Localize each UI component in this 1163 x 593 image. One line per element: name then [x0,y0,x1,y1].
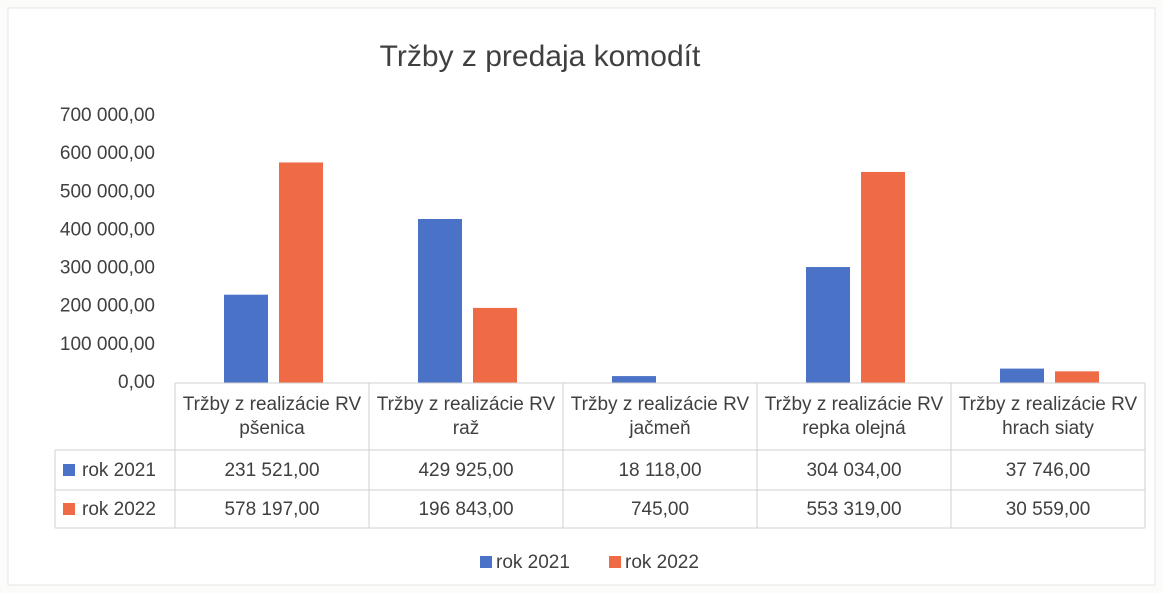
value-label: 553 319,00 [806,499,901,520]
chart-title: Tržby z predaja komodít [380,40,701,73]
y-tick-label: 200 000,00 [60,296,155,317]
row-header: rok 2021 [82,460,156,481]
category-label-box: Tržby z realizácie RV raž [376,393,556,439]
chart-area [7,7,1156,586]
category-label-box: Tržby z realizácie RV jačmeň [570,393,750,439]
value-label: 196 843,00 [418,499,513,520]
legend-key [63,464,75,476]
category-label-box: Tržby z realizácie RV pšenica [182,393,362,439]
category-label: Tržby z realizácie RV jačmeň [570,393,750,439]
y-tick-label: 400 000,00 [60,219,155,240]
bar [1055,371,1099,383]
bar [861,171,905,383]
legend-label: rok 2021 [496,552,570,573]
bar [473,307,517,383]
y-tick-label: 600 000,00 [60,143,155,164]
y-tick-label: 300 000,00 [60,258,155,279]
value-label: 304 034,00 [806,460,901,481]
bar [418,219,462,383]
category-label: Tržby z realizácie RV hrach siaty [958,393,1138,439]
bar [224,294,268,383]
value-label: 231 521,00 [224,460,319,481]
value-label: 745,00 [631,499,689,520]
value-label: 578 197,00 [224,499,319,520]
bar [612,376,656,383]
legend-key [609,556,621,568]
y-tick-label: 100 000,00 [60,334,155,355]
category-label-box: Tržby z realizácie RV repka olejná [764,393,944,439]
y-tick-label: 0,00 [118,372,155,393]
value-label: 37 746,00 [1006,460,1091,481]
legend-key [63,503,75,515]
category-label: Tržby z realizácie RV repka olejná [764,393,944,439]
value-label: 18 118,00 [618,460,701,481]
value-label: 30 559,00 [1006,499,1091,520]
bar [1000,368,1044,383]
category-label: Tržby z realizácie RV raž [376,393,556,439]
value-label: 429 925,00 [418,460,513,481]
category-label-box: Tržby z realizácie RV hrach siaty [958,393,1138,439]
legend-key [480,556,492,568]
bar [279,162,323,383]
category-label: Tržby z realizácie RV pšenica [182,393,362,439]
row-header: rok 2022 [82,499,156,520]
legend-label: rok 2022 [625,552,699,573]
bar [806,267,850,383]
y-tick-label: 500 000,00 [60,181,155,202]
y-tick-label: 700 000,00 [60,105,155,126]
